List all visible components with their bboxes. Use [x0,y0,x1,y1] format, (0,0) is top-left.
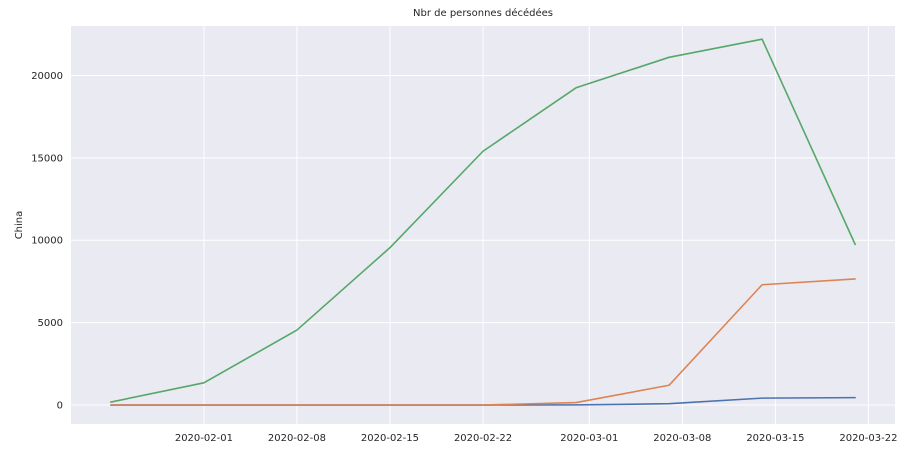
x-tick-label: 2020-02-15 [361,433,419,444]
y-tick-label: 5000 [38,318,63,329]
y-tick-label: 20000 [31,71,63,82]
x-tick-label: 2020-03-08 [653,433,711,444]
x-tick-labels: 2020-02-01 2020-02-08 2020-02-15 2020-02-22… [175,433,898,444]
y-axis-label: China [14,211,25,240]
x-tick-label: 2020-02-08 [268,433,326,444]
y-tick-label: 10000 [31,236,63,247]
x-tick-label: 2020-02-01 [175,433,233,444]
series-line-2 [110,278,856,406]
y-tick-label: 0 [57,401,63,412]
y-tick-label: 15000 [31,153,63,164]
y-tick-labels: 0 5000 10000 15000 20000 [31,71,63,412]
x-grid [203,26,869,424]
series-lines [110,38,856,406]
x-tick-label: 2020-03-15 [746,433,804,444]
chart-title: Nbr de personnes décédées [413,7,553,19]
x-tick-label: 2020-03-01 [560,433,618,444]
x-tick-label: 2020-03-22 [839,433,897,444]
series-line-3 [110,38,856,403]
x-tick-label: 2020-02-22 [454,433,512,444]
